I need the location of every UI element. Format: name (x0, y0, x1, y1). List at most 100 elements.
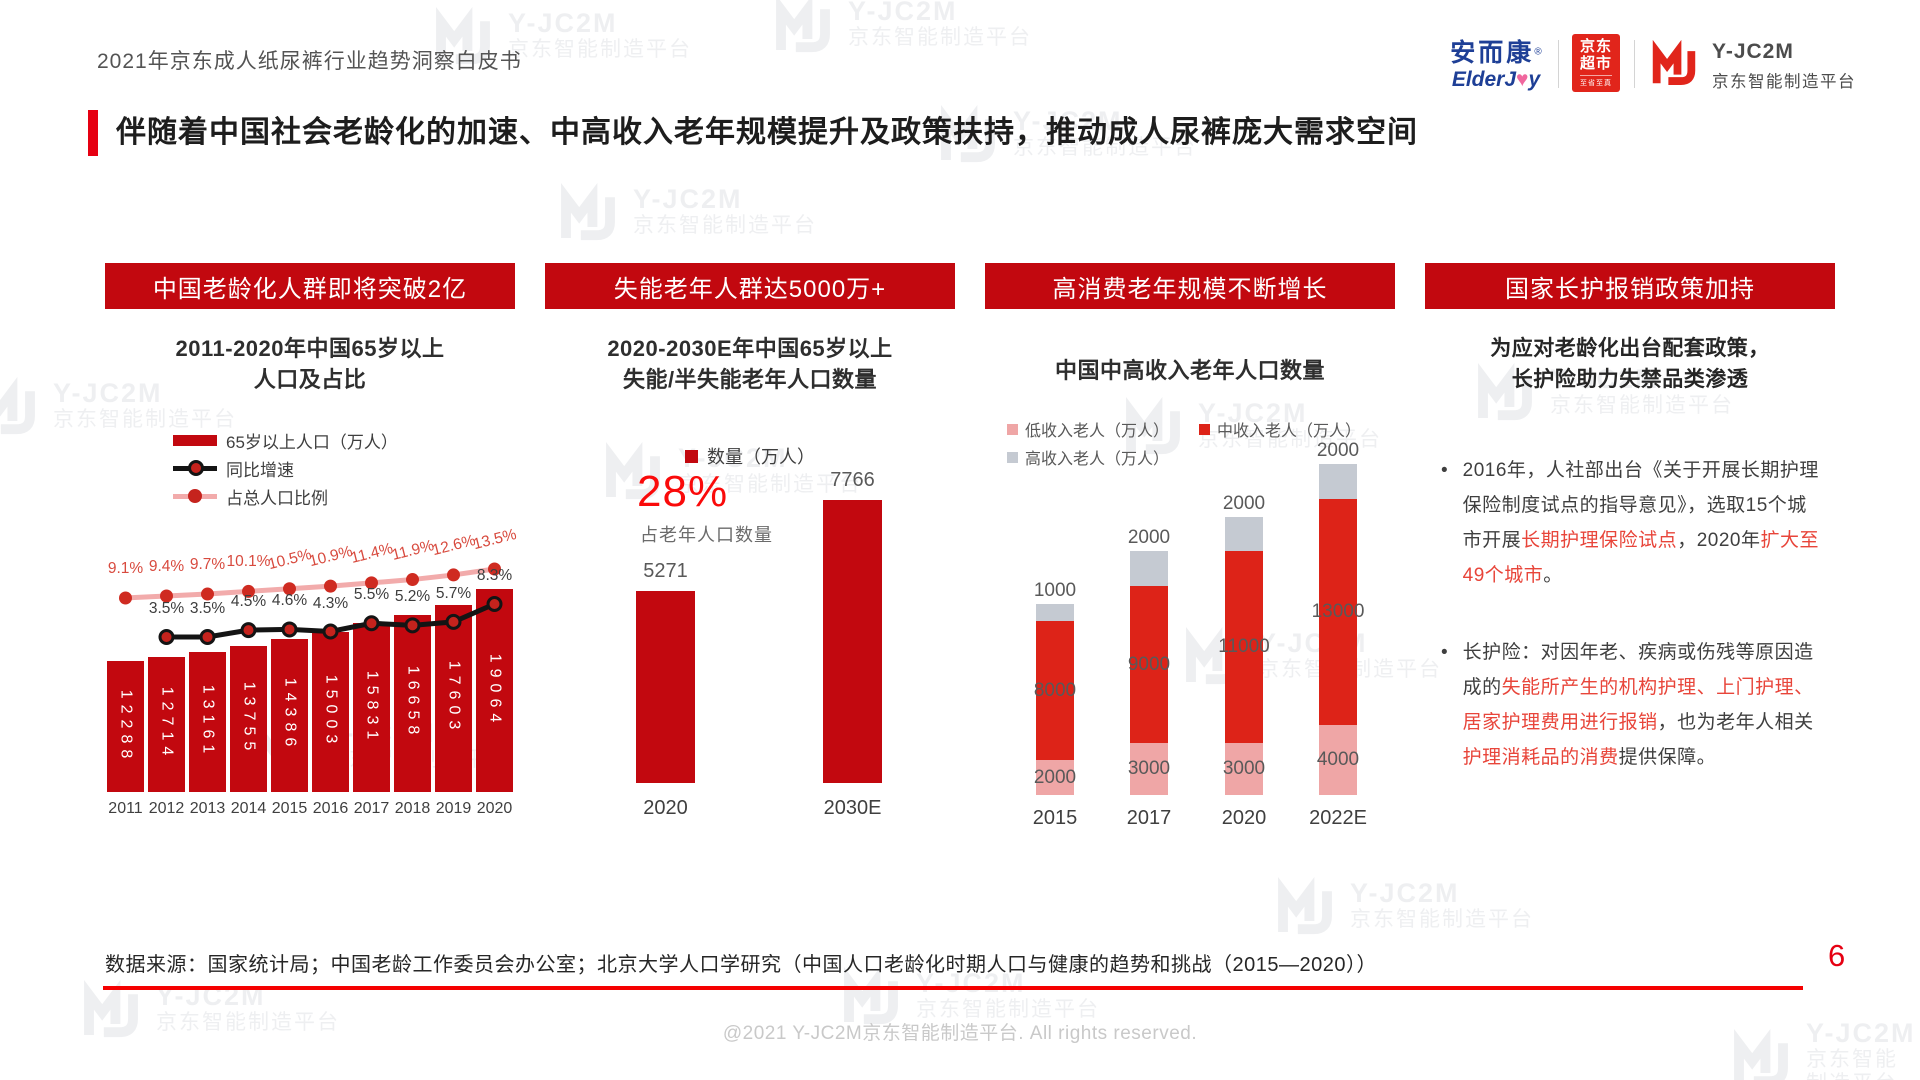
chart3-segment-value: 1000 (1033, 580, 1077, 601)
chart3-segment-value: 11000 (1218, 636, 1270, 657)
chart3-segment-value: 3000 (1127, 758, 1171, 779)
yjc2m-logo-text: Y-JC2M 京东智能制造平台 (1712, 40, 1856, 91)
legend-swatch-quantity (685, 449, 698, 463)
chart3-segment-value: 2000 (1222, 493, 1266, 514)
chart3-segment-2 (1036, 603, 1074, 621)
chart3-segment-0 (1225, 742, 1263, 795)
chart1-bar-value: 13161 (199, 684, 217, 760)
chart1-share-label: 10.1% (226, 553, 271, 570)
highlighted-text: 失能所产生的机构护理、上门护理、居家护理费用进行报销 (1462, 677, 1814, 733)
legend-item-high-income: 高收入老人（万人） (1007, 445, 1199, 469)
chart3-segment-value: 4000 (1316, 749, 1360, 770)
legend-swatch-mid (1199, 423, 1210, 435)
legend-item-mid-income: 中收入老人（万人） (1199, 417, 1391, 441)
chart1-growth-label: 5.2% (394, 588, 431, 605)
chart3-segment-value: 13000 (1311, 601, 1365, 622)
chart1-bar: 14386 (271, 638, 308, 792)
chart3-segment-value: 8000 (1033, 680, 1077, 701)
chart1-title: 2011-2020年中国65岁以上 人口及占比 (175, 336, 445, 392)
chart1-bar: 15831 (353, 623, 390, 792)
chart1-x-label: 2018 (394, 800, 431, 817)
chart1-bar: 17603 (435, 604, 472, 792)
chart1-bar-value: 15003 (322, 674, 340, 750)
chart1-bar: 16658 (394, 614, 431, 792)
chart1-bar: 13161 (189, 651, 226, 792)
chart1-share-label: 9.7% (189, 556, 226, 573)
title-accent-bar (88, 110, 98, 156)
banner-policy: 国家长护报销政策加持 (1425, 263, 1835, 309)
yjc2m-logo-icon (1648, 36, 1700, 88)
chart1-share-label: 9.4% (148, 558, 185, 575)
chart1-x-label: 2014 (230, 800, 267, 817)
body-text: 长护险：对因年老、疾病或伤残等原因造成的 (1462, 642, 1814, 698)
chart1-x-label: 2015 (271, 800, 308, 817)
chart1-growth-label: 5.7% (435, 585, 472, 602)
chart3-segment-value: 2000 (1033, 767, 1077, 788)
chart2-legend: 数量（万人） (545, 443, 955, 469)
chart3-segment-0 (1036, 760, 1074, 795)
legend-item-low-income: 低收入老人（万人） (1007, 417, 1199, 441)
chart1-growth-label: 8.3% (476, 567, 513, 584)
chart1-growth-label: 3.5% (189, 600, 226, 617)
chart3-segment-1 (1319, 499, 1357, 726)
legend-swatch-bar (173, 434, 217, 446)
chart3-x-label: 2022E (1309, 807, 1367, 829)
logo-divider (1558, 40, 1559, 88)
chart1-growth-label: 4.6% (271, 592, 308, 609)
column-disabled-elderly: 失能老年人群达5000万+ 2020-2030E年中国65岁以上 失能/半失能老… (545, 263, 955, 848)
chart3-segment-2 (1319, 464, 1357, 500)
elderjoy-logo: 安而康® ElderJ♥y (1444, 33, 1548, 92)
chart1-growth-label: 4.3% (312, 595, 349, 612)
chart1-plot: 12288 2011 12714 2012 13161 2013 13755 2014 1438… (105, 263, 518, 848)
highlighted-text: 护理消耗品的消费 (1462, 747, 1619, 768)
policy-bullet-list: • 2016年，人社部出台《关于开展长期护理保险制度试点的指导意见》，选取15个… (1441, 453, 1819, 817)
column-aging-population: 中国老龄化人群即将突破2亿 2011-2020年中国65岁以上 人口及占比 65… (105, 263, 518, 848)
banner-disabled: 失能老年人群达5000万+ (545, 263, 955, 309)
policy-bullet-1-text: 2016年，人社部出台《关于开展长期护理保险制度试点的指导意见》，选取15个城市… (1463, 453, 1819, 593)
chart3-segment-1 (1225, 551, 1263, 743)
chart1-bar-value: 14386 (281, 678, 299, 753)
chart1-x-label: 2020 (476, 800, 513, 817)
chart2-bar (823, 500, 882, 783)
chart3-plot: 2000 8000 1000 2015 3000 9000 2000 2017 3000 1100… (985, 263, 1395, 848)
highlighted-text: 扩大至49个城市 (1462, 530, 1819, 586)
chart3-segment-value: 3000 (1222, 758, 1266, 779)
chart2-title: 2020-2030E年中国65岁以上 失能/半失能老年人口数量 (607, 336, 893, 392)
chart1-bar: 19064 (476, 589, 513, 792)
chart2-x-label: 2030E (823, 797, 882, 819)
banner-aging: 中国老龄化人群即将突破2亿 (105, 263, 515, 309)
elderjoy-cn-text: 安而康® (1450, 39, 1542, 67)
chart1-legend: 65岁以上人口（万人） 同比增速 占总人口比例 (173, 426, 398, 510)
chart2-x-label: 2020 (643, 797, 688, 819)
body-text: 。 (1543, 565, 1563, 586)
page-title: 伴随着中国社会老龄化的加速、中高收入老年规模提升及政策扶持，推动成人尿裤庞大需求… (116, 116, 1418, 149)
annotation-28-percent: 28% (637, 467, 729, 516)
chart3-segment-value: 2000 (1127, 527, 1171, 548)
copyright-note: @2021 Y-JC2M京东智能制造平台. All rights reserve… (722, 1023, 1198, 1044)
legend-item-growth: 同比增速 (173, 454, 398, 482)
chart1-bar-value: 15831 (363, 670, 381, 745)
policy-bullet-2: • 长护险：对因年老、疾病或伤残等原因造成的失能所产生的机构护理、上门护理、居家… (1441, 635, 1819, 775)
chart1-bar: 13755 (230, 645, 267, 792)
chart1-x-label: 2012 (148, 800, 185, 817)
banner-consumption: 高消费老年规模不断增长 (985, 263, 1395, 309)
chart1-bar-value: 17603 (445, 661, 463, 736)
chart3-segment-0 (1319, 725, 1357, 795)
legend-item-share: 占总人口比例 (173, 482, 398, 510)
chart1-x-label: 2011 (108, 800, 143, 817)
chart3-segment-value: 9000 (1127, 654, 1171, 675)
chart1-x-label: 2017 (353, 800, 390, 817)
elderjoy-en-text: ElderJ♥y (1451, 68, 1541, 91)
chart1-bar-value: 19064 (486, 653, 504, 728)
column-high-income-elderly: 高消费老年规模不断增长 中国中高收入老年人口数量 低收入老人（万人） 中收入老人… (985, 263, 1395, 848)
body-text: 提供保障。 (1618, 747, 1717, 768)
policy-subtitle: 为应对老龄化出台配套政策， 长护险助力失禁品类渗透 (1490, 337, 1770, 391)
jd-supermarket-logo: 京东 超市 至省至真 (1572, 34, 1620, 92)
body-text: ，也为老年人相关 (1657, 712, 1814, 733)
chart1-x-label: 2013 (189, 800, 226, 817)
annotation-sub-label: 占老年人口数量 (640, 525, 773, 545)
chart3-x-label: 2020 (1221, 807, 1267, 829)
